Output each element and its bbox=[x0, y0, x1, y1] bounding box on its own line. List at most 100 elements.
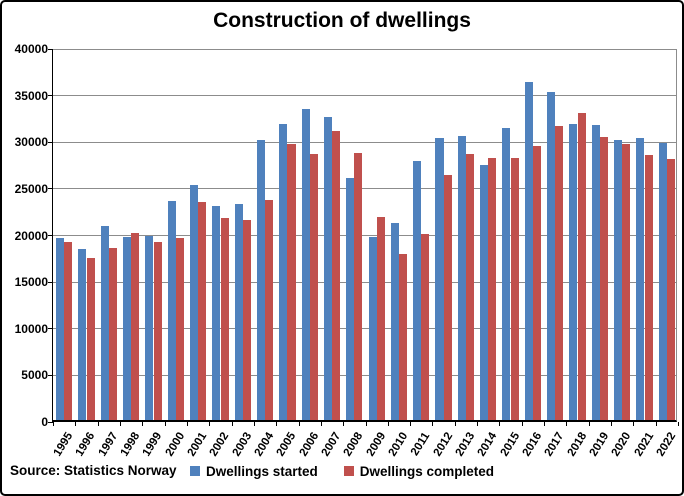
bar-started-2006 bbox=[301, 109, 310, 420]
bar-completed-1998 bbox=[131, 232, 140, 420]
bar-completed-2009 bbox=[376, 216, 385, 420]
x-tick-21 bbox=[521, 422, 523, 426]
bar-completed-2021 bbox=[644, 155, 653, 420]
x-tick-3 bbox=[119, 422, 121, 426]
bar-started-1997 bbox=[100, 226, 109, 420]
bar-completed-2017 bbox=[555, 126, 564, 420]
bar-completed-2006 bbox=[309, 154, 318, 420]
bar-started-2016 bbox=[524, 82, 533, 420]
chart-title: Construction of dwellings bbox=[213, 9, 471, 32]
bar-started-1995 bbox=[56, 238, 65, 420]
x-tick-24 bbox=[588, 422, 590, 426]
y-tick-30000 bbox=[48, 141, 53, 143]
x-tick-23 bbox=[566, 422, 568, 426]
bar-started-2000 bbox=[167, 200, 176, 420]
y-tick-label-25000: 25000 bbox=[14, 181, 48, 196]
gridline-35000 bbox=[53, 95, 676, 97]
gridline-25000 bbox=[53, 188, 676, 190]
bar-started-2004 bbox=[256, 140, 265, 420]
bar-started-2019 bbox=[591, 125, 600, 420]
y-tick-label-0: 0 bbox=[41, 415, 48, 429]
y-tick-35000 bbox=[48, 95, 53, 97]
bar-completed-2001 bbox=[198, 201, 207, 420]
source-label: Source: Statistics Norway bbox=[10, 463, 177, 478]
bar-started-2018 bbox=[569, 124, 578, 420]
x-tick-17 bbox=[432, 422, 434, 426]
bar-completed-1996 bbox=[86, 257, 95, 420]
y-tick-label-15000: 15000 bbox=[14, 275, 48, 290]
bar-started-2005 bbox=[279, 124, 288, 420]
bar-started-2010 bbox=[390, 223, 399, 420]
y-tick-label-35000: 35000 bbox=[14, 88, 48, 103]
bar-started-1996 bbox=[78, 249, 87, 420]
bar-completed-2010 bbox=[399, 254, 408, 420]
x-tick-26 bbox=[633, 422, 635, 426]
bar-completed-2013 bbox=[466, 154, 475, 420]
y-tick-0 bbox=[48, 421, 53, 423]
bar-started-2015 bbox=[502, 128, 511, 420]
bar-started-2014 bbox=[480, 165, 489, 420]
bar-started-2002 bbox=[212, 205, 221, 420]
bar-started-2020 bbox=[614, 140, 623, 420]
bar-completed-2012 bbox=[443, 174, 452, 420]
x-tick-9 bbox=[253, 422, 255, 426]
x-tick-6 bbox=[186, 422, 188, 426]
gridline-15000 bbox=[53, 281, 676, 283]
x-tick-10 bbox=[276, 422, 278, 426]
x-tick-18 bbox=[454, 422, 456, 426]
bar-completed-2014 bbox=[488, 157, 497, 420]
legend-item-started: Dwellings started bbox=[189, 463, 318, 479]
bar-completed-2004 bbox=[265, 199, 274, 420]
x-tick-11 bbox=[298, 422, 300, 426]
bar-completed-2000 bbox=[175, 238, 184, 420]
x-tick-12 bbox=[320, 422, 322, 426]
y-tick-40000 bbox=[48, 48, 53, 50]
bar-started-2008 bbox=[346, 177, 355, 420]
y-tick-label-30000: 30000 bbox=[14, 135, 48, 150]
bar-started-2017 bbox=[547, 91, 556, 420]
bar-completed-2015 bbox=[510, 157, 519, 420]
bar-started-2001 bbox=[189, 185, 198, 420]
x-tick-20 bbox=[499, 422, 501, 426]
bar-completed-1997 bbox=[108, 248, 117, 420]
bar-started-1998 bbox=[122, 237, 131, 420]
legend-label-completed: Dwellings completed bbox=[359, 463, 495, 479]
legend-swatch-completed-icon bbox=[343, 466, 354, 476]
x-tick-0 bbox=[53, 422, 54, 426]
plot-area bbox=[48, 48, 679, 426]
x-tick-7 bbox=[209, 422, 211, 426]
bar-completed-2007 bbox=[332, 130, 341, 420]
x-tick-4 bbox=[142, 422, 144, 426]
x-tick-2 bbox=[97, 422, 99, 426]
bar-completed-2008 bbox=[354, 153, 363, 420]
bar-started-2021 bbox=[636, 138, 645, 420]
gridline-30000 bbox=[53, 141, 676, 143]
x-tick-28 bbox=[678, 422, 679, 426]
y-tick-25000 bbox=[48, 188, 53, 190]
legend: Dwellings started Dwellings completed bbox=[2, 459, 682, 483]
y-tick-label-10000: 10000 bbox=[14, 321, 48, 336]
x-tick-25 bbox=[611, 422, 613, 426]
bar-completed-2016 bbox=[533, 145, 542, 420]
x-tick-22 bbox=[544, 422, 546, 426]
x-tick-19 bbox=[477, 422, 479, 426]
y-tick-20000 bbox=[48, 235, 53, 236]
y-tick-label-40000: 40000 bbox=[14, 42, 48, 56]
bar-started-2013 bbox=[457, 135, 466, 420]
bar-started-2022 bbox=[658, 143, 667, 420]
bar-completed-1995 bbox=[64, 241, 73, 420]
legend-swatch-started-icon bbox=[189, 466, 200, 476]
bar-completed-2011 bbox=[421, 233, 430, 420]
legend-label-started: Dwellings started bbox=[205, 463, 318, 479]
y-tick-label-5000: 5000 bbox=[21, 368, 48, 383]
bar-completed-2005 bbox=[287, 143, 296, 420]
x-tick-13 bbox=[343, 422, 345, 426]
x-tick-1 bbox=[75, 422, 77, 426]
bar-started-2009 bbox=[368, 237, 377, 420]
bar-completed-2002 bbox=[220, 217, 229, 420]
bar-started-2003 bbox=[234, 203, 243, 420]
bar-started-2007 bbox=[323, 116, 332, 420]
bar-started-2011 bbox=[413, 160, 422, 420]
x-tick-8 bbox=[231, 422, 233, 426]
